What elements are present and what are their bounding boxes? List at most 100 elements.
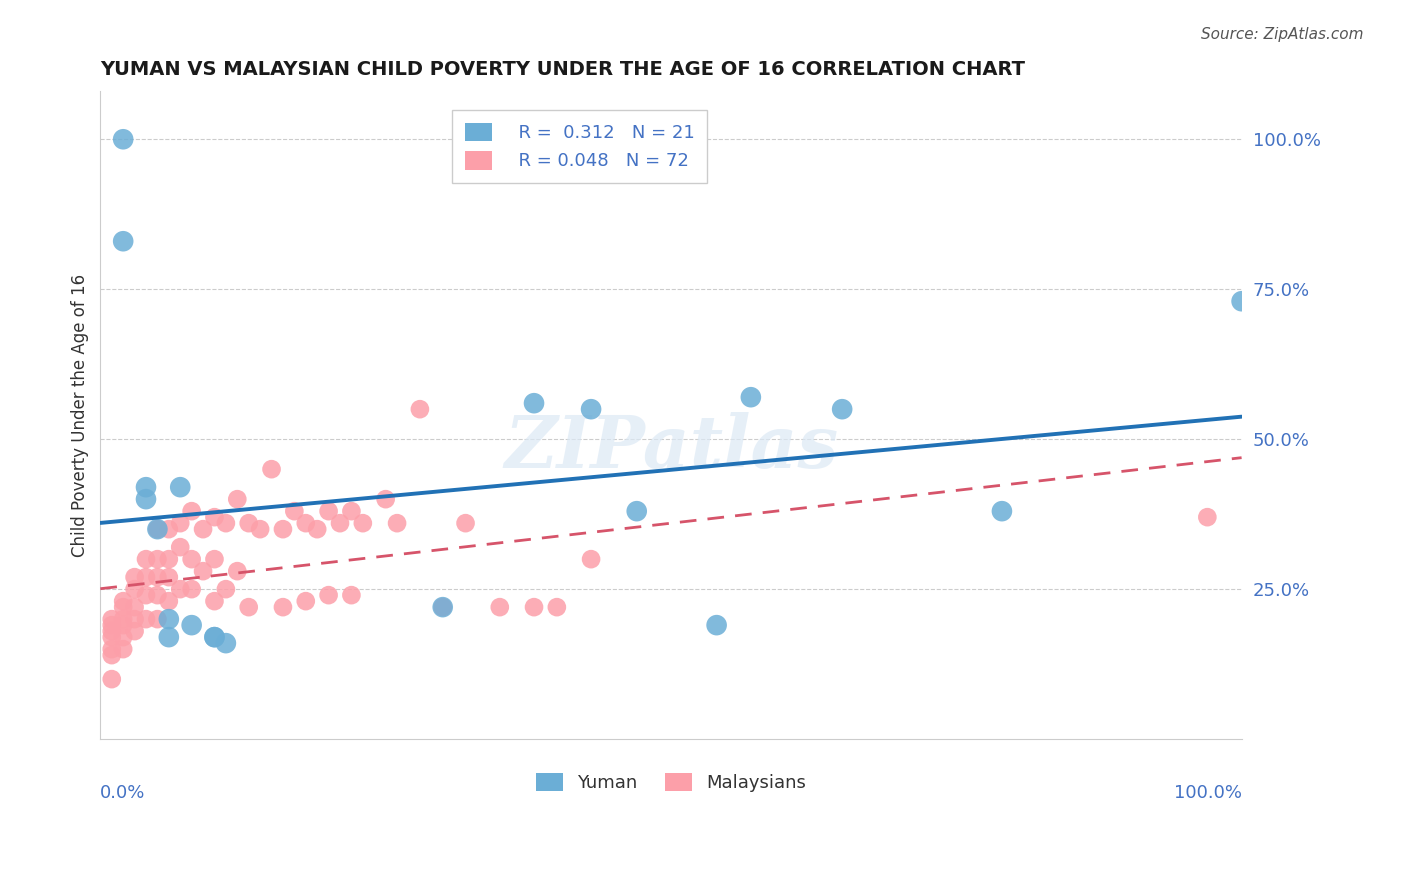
Point (294, 594, 316, 608)
Point (180, 582, 202, 596)
Point (204, 630, 226, 644)
Text: Source: ZipAtlas.com: Source: ZipAtlas.com (1201, 27, 1364, 42)
Point (238, 600, 260, 615)
Point (135, 492, 157, 507)
Legend: Yuman, Malaysians: Yuman, Malaysians (527, 764, 815, 801)
Point (112, 642, 135, 657)
Point (283, 504, 305, 518)
Point (135, 570, 157, 584)
Point (340, 504, 363, 518)
Point (488, 600, 510, 615)
Point (318, 588, 340, 602)
Point (706, 618, 728, 632)
Point (546, 600, 568, 615)
Point (294, 516, 316, 531)
Point (157, 594, 180, 608)
Point (579, 402, 602, 417)
Point (318, 504, 340, 518)
Point (180, 504, 202, 518)
Point (626, 504, 648, 518)
Point (157, 552, 180, 566)
Point (146, 552, 169, 566)
Point (112, 594, 135, 608)
Point (100, 672, 122, 686)
Point (454, 516, 477, 531)
Point (249, 522, 271, 536)
Point (579, 552, 602, 566)
Point (409, 402, 432, 417)
Point (100, 630, 122, 644)
Point (146, 522, 169, 536)
Point (374, 492, 396, 507)
Point (340, 588, 363, 602)
Point (352, 516, 374, 531)
Point (169, 480, 191, 494)
Point (271, 522, 294, 536)
Point (157, 630, 180, 644)
Point (124, 600, 146, 615)
Y-axis label: Child Poverty Under the Age of 16: Child Poverty Under the Age of 16 (72, 274, 89, 557)
Point (112, 630, 135, 644)
Point (204, 510, 226, 524)
Point (112, 234, 135, 248)
Point (523, 600, 546, 615)
Point (204, 552, 226, 566)
Point (135, 480, 157, 494)
Point (124, 624, 146, 639)
Point (432, 600, 454, 615)
Point (157, 522, 180, 536)
Point (271, 600, 294, 615)
Point (260, 462, 283, 476)
Point (169, 540, 191, 554)
Point (180, 552, 202, 566)
Point (1230, 294, 1253, 309)
Point (432, 600, 454, 615)
Point (831, 402, 853, 417)
Point (215, 516, 238, 531)
Point (135, 588, 157, 602)
Point (157, 612, 180, 626)
Text: 100.0%: 100.0% (1174, 784, 1241, 803)
Point (124, 582, 146, 596)
Point (157, 570, 180, 584)
Point (135, 552, 157, 566)
Point (169, 516, 191, 531)
Point (100, 648, 122, 662)
Point (215, 636, 238, 650)
Point (100, 642, 122, 657)
Point (100, 618, 122, 632)
Point (112, 612, 135, 626)
Point (112, 132, 135, 146)
Point (523, 396, 546, 410)
Point (191, 564, 214, 578)
Point (215, 582, 238, 596)
Text: 0.0%: 0.0% (100, 784, 146, 803)
Point (124, 612, 146, 626)
Point (112, 600, 135, 615)
Point (124, 570, 146, 584)
Point (100, 612, 122, 626)
Point (146, 612, 169, 626)
Point (1197, 510, 1219, 524)
Point (329, 516, 352, 531)
Point (146, 588, 169, 602)
Point (740, 390, 762, 404)
Point (204, 630, 226, 644)
Text: ZIPatlas: ZIPatlas (503, 412, 838, 483)
Point (100, 624, 122, 639)
Point (146, 522, 169, 536)
Point (169, 582, 191, 596)
Point (146, 570, 169, 584)
Point (226, 492, 249, 507)
Point (191, 522, 214, 536)
Point (307, 522, 329, 536)
Point (238, 516, 260, 531)
Point (112, 618, 135, 632)
Text: YUMAN VS MALAYSIAN CHILD POVERTY UNDER THE AGE OF 16 CORRELATION CHART: YUMAN VS MALAYSIAN CHILD POVERTY UNDER T… (100, 60, 1025, 78)
Point (226, 564, 249, 578)
Point (991, 504, 1014, 518)
Point (204, 594, 226, 608)
Point (135, 612, 157, 626)
Point (180, 618, 202, 632)
Point (385, 516, 408, 531)
